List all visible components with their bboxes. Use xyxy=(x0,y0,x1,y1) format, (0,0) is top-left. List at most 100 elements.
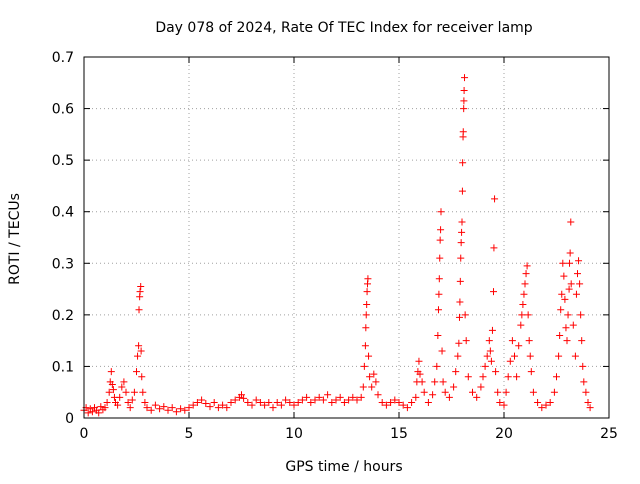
data-point xyxy=(579,362,587,370)
data-point xyxy=(240,394,248,402)
data-point xyxy=(491,195,499,203)
y-axis-label: ROTI / TECUs xyxy=(7,193,23,285)
data-point xyxy=(238,391,245,399)
data-point xyxy=(185,404,193,412)
data-point xyxy=(105,388,113,396)
data-point xyxy=(496,399,504,407)
data-point xyxy=(481,362,489,370)
data-point xyxy=(282,396,290,404)
data-point xyxy=(458,187,466,195)
data-point xyxy=(525,337,533,345)
data-point xyxy=(366,373,374,381)
data-point xyxy=(556,331,564,339)
data-point xyxy=(487,357,495,365)
data-point xyxy=(135,342,143,350)
data-point xyxy=(538,404,546,412)
data-point xyxy=(357,393,365,401)
data-point xyxy=(151,401,159,409)
data-point xyxy=(122,388,130,396)
plot-area-frame xyxy=(83,56,610,419)
data-point xyxy=(160,403,168,411)
data-point xyxy=(124,399,132,407)
data-point xyxy=(198,396,206,404)
data-point xyxy=(437,226,445,234)
data-point xyxy=(340,399,348,407)
data-point xyxy=(252,396,260,404)
data-point xyxy=(84,409,92,417)
grid-lines xyxy=(84,57,609,418)
data-point xyxy=(513,373,521,381)
x-tick-label: 15 xyxy=(390,426,408,442)
data-point xyxy=(437,208,445,216)
data-point xyxy=(461,311,469,319)
data-point xyxy=(403,404,411,412)
data-point xyxy=(137,347,145,355)
data-point xyxy=(515,342,523,350)
data-point xyxy=(269,404,277,412)
data-point xyxy=(315,393,323,401)
data-point xyxy=(485,337,493,345)
data-point xyxy=(286,399,294,407)
data-point xyxy=(456,277,464,285)
x-axis-label: GPS time / hours xyxy=(285,459,402,475)
data-point xyxy=(571,352,579,360)
data-point xyxy=(550,388,558,396)
data-point xyxy=(415,357,423,365)
data-point xyxy=(439,378,447,386)
data-point xyxy=(244,399,252,407)
y-tick-label: 0.5 xyxy=(52,153,74,169)
data-point xyxy=(563,337,571,345)
data-point xyxy=(349,393,357,401)
data-point xyxy=(360,362,368,370)
data-point xyxy=(562,324,570,332)
data-point xyxy=(324,391,332,399)
data-point xyxy=(206,403,214,411)
data-point xyxy=(494,388,502,396)
data-point xyxy=(572,290,580,298)
data-point xyxy=(345,396,353,404)
data-point xyxy=(164,406,172,414)
data-point xyxy=(172,408,180,416)
data-point xyxy=(137,282,145,290)
data-point xyxy=(362,311,370,319)
data-point xyxy=(455,313,463,321)
data-point xyxy=(277,401,285,409)
data-point xyxy=(492,368,500,376)
data-point xyxy=(101,404,109,412)
data-point xyxy=(459,128,467,136)
data-point xyxy=(511,352,518,360)
data-point xyxy=(395,399,403,407)
y-tick-label: 0.1 xyxy=(52,359,74,375)
data-point xyxy=(584,399,592,407)
data-point xyxy=(435,275,443,283)
data-point xyxy=(365,352,373,360)
data-point xyxy=(454,352,462,360)
y-tick-label: 0 xyxy=(65,411,74,427)
data-point xyxy=(490,288,497,296)
data-point xyxy=(564,311,572,319)
data-point xyxy=(378,399,386,407)
data-point xyxy=(298,396,306,404)
data-point xyxy=(120,378,128,386)
data-point xyxy=(582,388,590,396)
data-point xyxy=(569,321,577,329)
data-point xyxy=(303,393,311,401)
data-point xyxy=(557,306,565,314)
data-point xyxy=(141,399,149,407)
data-point xyxy=(436,236,444,244)
data-point xyxy=(418,378,426,386)
data-point xyxy=(364,275,372,283)
data-point xyxy=(107,368,115,376)
data-point xyxy=(577,311,585,319)
data-point xyxy=(88,408,96,416)
data-point xyxy=(362,324,370,332)
data-point xyxy=(431,378,439,386)
data-point xyxy=(479,373,487,381)
data-point xyxy=(181,406,189,414)
data-point xyxy=(458,218,466,226)
data-point xyxy=(522,270,530,278)
data-point xyxy=(518,311,526,319)
data-point xyxy=(429,391,437,399)
data-point xyxy=(363,301,371,309)
